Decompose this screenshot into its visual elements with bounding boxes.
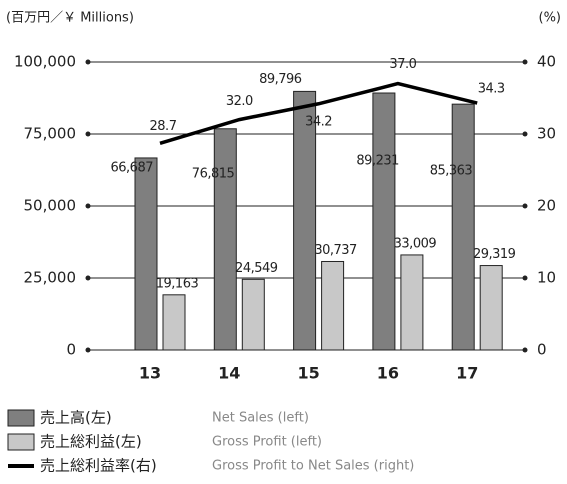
bar [321, 260, 345, 351]
bar [213, 128, 237, 351]
tick-dot [522, 347, 528, 353]
tick-dot [522, 203, 528, 209]
y-tick-label: 50,000 [24, 197, 77, 215]
bar [162, 294, 186, 351]
legend-label: 売上総利益(左) [40, 433, 142, 451]
bar [293, 90, 317, 351]
unit-left: (百万円／￥ Millions) [6, 11, 134, 26]
value-label: 28.7 [150, 119, 177, 134]
value-label: 76,815 [192, 166, 235, 181]
value-label: 33,009 [394, 236, 437, 251]
legend-label-en: Gross Profit to Net Sales (right) [212, 459, 414, 474]
value-label: 24,549 [235, 261, 278, 276]
tick-dot [85, 131, 91, 137]
value-label: 34.2 [305, 114, 332, 129]
legend-swatch [7, 409, 35, 427]
unit-right: (%) [539, 11, 562, 26]
bar [400, 254, 424, 351]
tick-dot [85, 59, 91, 65]
bar [134, 157, 158, 351]
y2-tick-label: 30 [537, 125, 556, 143]
x-tick-label: 15 [297, 364, 319, 383]
legend-swatch [8, 464, 34, 468]
value-label: 85,363 [430, 164, 473, 179]
legend-label-en: Net Sales (left) [212, 411, 309, 426]
bar [479, 265, 503, 351]
y-tick-label: 100,000 [14, 53, 76, 71]
line [159, 81, 478, 146]
tick-dot [522, 59, 528, 65]
value-label: 29,319 [473, 247, 516, 262]
value-label: 37.0 [389, 57, 416, 72]
legend-label-en: Gross Profit (left) [212, 435, 322, 450]
y2-tick-label: 40 [537, 53, 556, 71]
value-label: 30,737 [314, 243, 357, 258]
x-tick-label: 14 [218, 364, 240, 383]
tick-dot [85, 347, 91, 353]
tick-dot [522, 131, 528, 137]
bar [451, 103, 475, 351]
bar [241, 278, 265, 351]
y-tick-label: 0 [66, 341, 76, 359]
x-tick-label: 13 [139, 364, 161, 383]
y2-tick-label: 10 [537, 269, 556, 287]
bar [372, 92, 396, 351]
value-label: 34.3 [478, 82, 505, 97]
tick-dot [85, 203, 91, 209]
y-tick-label: 75,000 [24, 125, 77, 143]
value-label: 19,163 [156, 276, 199, 291]
value-label: 89,796 [259, 72, 302, 87]
y2-tick-label: 0 [537, 341, 547, 359]
value-label: 32.0 [226, 94, 253, 109]
x-tick-label: 17 [456, 364, 478, 383]
legend-swatch [7, 433, 35, 451]
tick-dot [85, 275, 91, 281]
x-tick-label: 16 [377, 364, 399, 383]
tick-dot [522, 275, 528, 281]
legend-label: 売上高(左) [40, 409, 112, 427]
y-tick-label: 25,000 [24, 269, 77, 287]
value-label: 89,231 [356, 154, 399, 169]
value-label: 66,687 [111, 160, 154, 175]
legend-label: 売上総利益率(右) [40, 457, 157, 475]
y2-tick-label: 20 [537, 197, 556, 215]
